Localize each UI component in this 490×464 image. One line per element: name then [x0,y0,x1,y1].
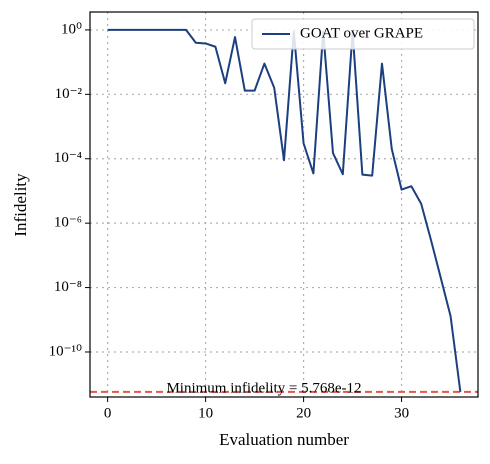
y-tick-label: 10⁻⁸ [54,279,82,295]
y-tick-label: 10⁰ [61,21,82,37]
line [107,28,462,393]
x-tick-label: 0 [104,405,112,421]
y-tick-label: 10⁻¹⁰ [49,343,82,359]
annotation: Minimum infidelity = 5.768e-12 [166,380,361,396]
plot-frame [89,11,479,398]
legend-label: GOAT over GRAPE [300,25,423,41]
x-tick-label: 30 [394,405,409,421]
y-tick-label: 10⁻⁴ [54,150,82,166]
y-tick-label: 10⁻⁶ [54,215,82,231]
x-tick-label: 20 [296,405,311,421]
y-tick-label: 10⁻² [55,86,83,102]
legend-box [251,18,475,50]
x-axis-label: Evaluation number [219,430,349,449]
y-axis-label: Infidelity [11,173,30,237]
x-tick-label: 10 [198,405,213,421]
